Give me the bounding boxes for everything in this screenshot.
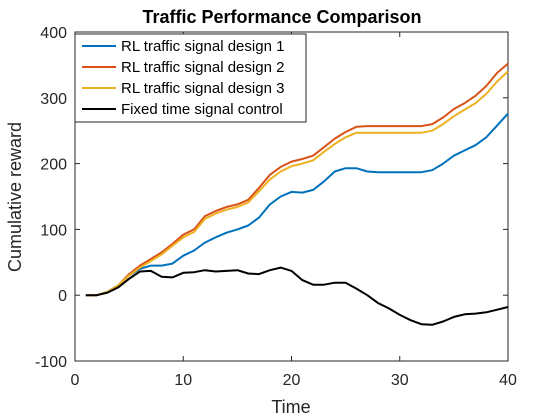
x-axis-title: Time	[271, 397, 310, 417]
y-tick-label: 400	[40, 25, 67, 42]
series-line-fixed-time-signal-control	[85, 266, 509, 326]
legend-label: Fixed time signal control	[121, 101, 283, 118]
chart-title: Traffic Performance Comparison	[142, 7, 421, 27]
y-tick-label: 300	[40, 91, 67, 108]
series-line-rl-traffic-signal-design-2	[85, 62, 509, 297]
series-line-rl-traffic-signal-design-1	[85, 112, 509, 297]
y-tick-label: 0	[58, 288, 67, 305]
y-tick-label: 200	[40, 157, 67, 174]
legend: RL traffic signal design 1 RL traffic sig…	[74, 33, 307, 123]
x-tick-label: 40	[499, 372, 517, 389]
x-tick-label: 0	[71, 372, 80, 389]
x-tick-label: 10	[174, 372, 192, 389]
x-tick-label: 30	[391, 372, 409, 389]
y-tick-label: 100	[40, 222, 67, 239]
y-axis-title: Cumulative reward	[5, 122, 25, 272]
legend-label: RL traffic signal design 2	[121, 59, 284, 76]
legend-box	[74, 33, 307, 123]
series-line-rl-traffic-signal-design-3	[85, 70, 509, 297]
x-tick-label: 20	[283, 372, 301, 389]
legend-label: RL traffic signal design 3	[121, 80, 284, 97]
legend-label: RL traffic signal design 1	[121, 38, 284, 55]
series-layer	[85, 62, 509, 326]
y-tick-label: -100	[35, 354, 67, 371]
